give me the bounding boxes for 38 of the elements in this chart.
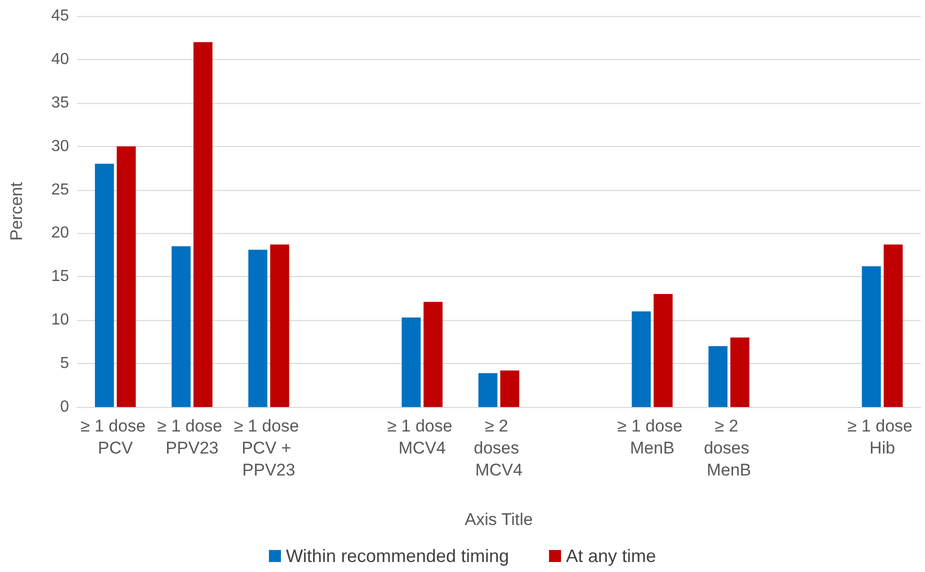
y-tick-label: 5 — [60, 355, 70, 372]
x-tick-label: ≥ 1 dose Hib — [847, 416, 918, 458]
bar — [193, 42, 212, 407]
bar — [94, 164, 114, 407]
bar — [632, 311, 651, 407]
x-tick-label: ≥ 2 doses MCV4 — [474, 416, 524, 480]
bar — [402, 318, 421, 407]
bar — [884, 244, 903, 407]
y-axis-title: Percent — [7, 182, 26, 241]
x-axis-title: Axis Title — [464, 510, 533, 529]
legend-label: Within recommended timing — [286, 546, 510, 566]
x-tick-label: ≥ 2 doses MenB — [704, 416, 754, 480]
legend-label: At any time — [566, 546, 656, 566]
y-tick-label: 20 — [51, 224, 70, 242]
bar — [424, 302, 443, 407]
x-tick-label: ≥ 1 dose PCV — [80, 416, 150, 458]
y-tick-label: 40 — [51, 50, 70, 68]
bar — [172, 246, 191, 407]
bar — [862, 266, 881, 407]
bar — [478, 373, 498, 407]
x-tick-label: ≥ 1 dose MCV4 — [387, 416, 458, 458]
bar — [708, 346, 728, 407]
x-tick-label: ≥ 1 dose MenB — [617, 416, 688, 458]
y-tick-label: 30 — [51, 138, 70, 155]
x-tick-label: ≥ 1 dose PPV23 — [157, 416, 227, 458]
bar — [248, 250, 268, 407]
y-tick-label: 25 — [51, 181, 70, 198]
bar — [500, 370, 520, 407]
bar — [270, 244, 290, 407]
y-tick-label: 10 — [51, 312, 70, 329]
y-tick-label: 35 — [51, 94, 70, 112]
y-tick-label: 15 — [51, 268, 70, 286]
bar — [116, 146, 136, 407]
bar — [730, 337, 750, 407]
y-tick-label: 0 — [60, 398, 70, 416]
bar — [654, 294, 673, 407]
y-tick-label: 45 — [51, 8, 70, 24]
x-tick-label: ≥ 1 dose PCV + PPV23 — [234, 416, 304, 480]
